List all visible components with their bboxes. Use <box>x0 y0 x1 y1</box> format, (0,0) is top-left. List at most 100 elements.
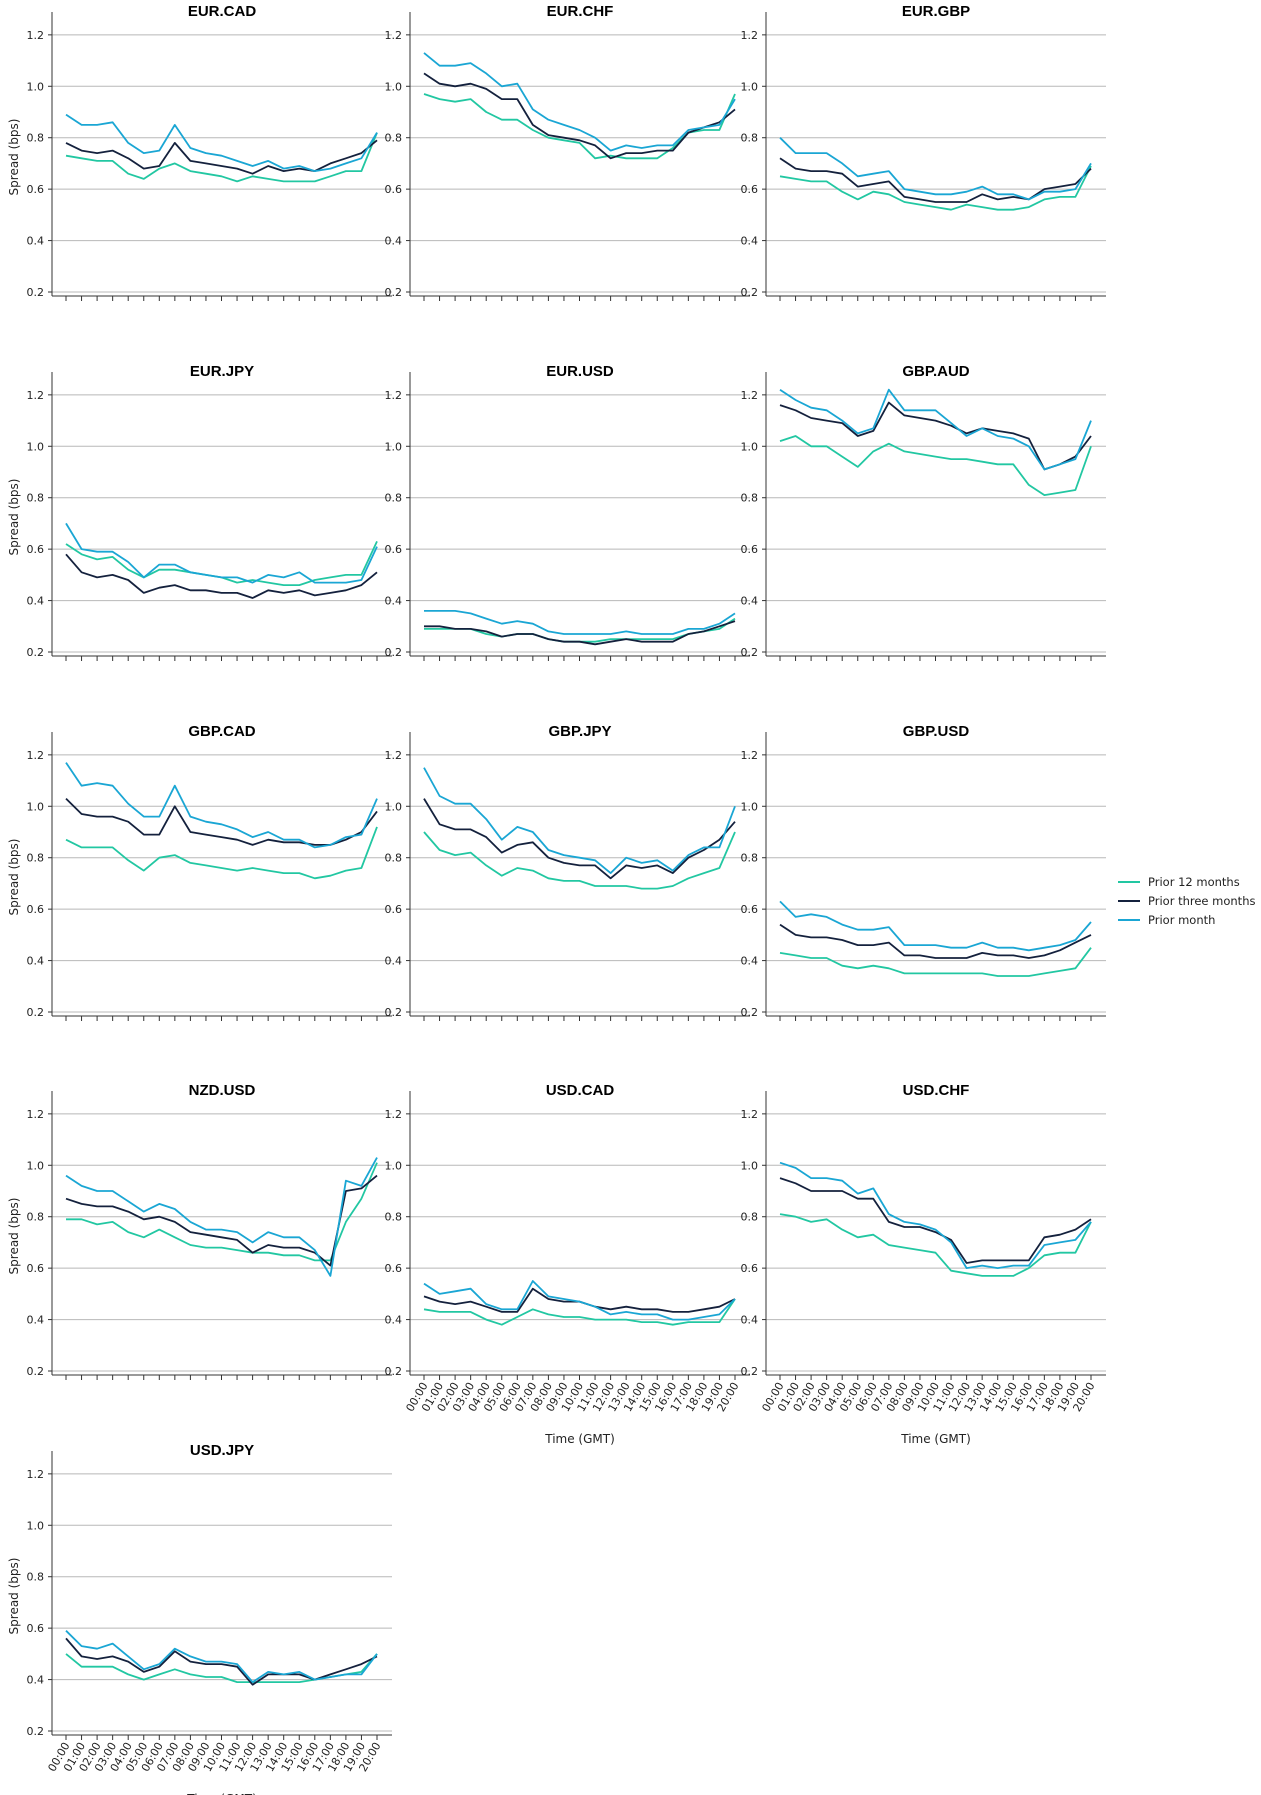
y-tick-label: 0.2 <box>741 286 759 299</box>
y-tick-label: 0.4 <box>741 235 759 248</box>
y-tick-label: 1.2 <box>385 1108 403 1121</box>
y-tick-label: 0.4 <box>27 235 45 248</box>
y-tick-label: 0.2 <box>741 646 759 659</box>
y-tick-label: 0.4 <box>741 1314 759 1327</box>
series-line-prior-three-months <box>779 923 1092 959</box>
y-tick-label: 0.4 <box>27 1674 45 1687</box>
series-line-prior-12-months <box>423 93 736 160</box>
panel-nzd-usd: NZD.USD 0.2 0.4 0.6 0.8 1.0 1.2 Spread (bps) <box>7 1082 392 1380</box>
y-axis-label: Spread (bps) <box>7 119 21 196</box>
y-tick-label: 0.8 <box>27 1211 45 1224</box>
series-line-prior-12-months <box>424 617 736 643</box>
legend-item: Prior month <box>1118 910 1255 929</box>
panel-title: GBP.CAD <box>188 723 255 740</box>
y-tick-label: 1.0 <box>741 440 759 453</box>
series-line-prior-three-months <box>65 797 378 846</box>
y-tick-label: 1.0 <box>27 800 45 813</box>
series-line-prior-12-months <box>779 435 1092 496</box>
y-tick-label: 1.2 <box>385 389 403 402</box>
panel-title: USD.CAD <box>546 1082 615 1099</box>
series-line-prior-three-months <box>423 1287 736 1313</box>
y-tick-label: 0.8 <box>741 492 759 505</box>
series-line-prior-month <box>65 113 378 173</box>
y-tick-label: 1.0 <box>27 1519 45 1532</box>
series-line-prior-12-months <box>65 826 378 880</box>
y-tick-label: 0.4 <box>27 595 45 608</box>
series-line-prior-12-months <box>66 1162 378 1262</box>
panel-title: EUR.CAD <box>188 3 257 20</box>
y-tick-label: 0.6 <box>27 1622 45 1635</box>
y-axis-label: Spread (bps) <box>7 479 21 556</box>
y-tick-label: 0.6 <box>741 903 759 916</box>
y-tick-label: 0.8 <box>27 852 45 865</box>
series-line-prior-12-months <box>423 831 736 890</box>
series-line-prior-three-months <box>779 157 1092 203</box>
series-line-prior-month <box>423 52 736 152</box>
series-line-prior-month <box>779 137 1092 201</box>
y-tick-label: 0.6 <box>741 543 759 556</box>
y-tick-label: 1.2 <box>385 749 403 762</box>
y-tick-label: 1.0 <box>385 800 403 813</box>
y-tick-label: 0.4 <box>27 955 45 968</box>
y-tick-label: 1.0 <box>385 80 403 93</box>
y-tick-label: 0.6 <box>385 183 403 196</box>
x-axis-label: Time (GMT) <box>544 1432 615 1446</box>
y-tick-label: 0.6 <box>27 903 45 916</box>
y-tick-label: 0.4 <box>385 595 403 608</box>
x-axis-label: Time (GMT) <box>900 1432 971 1446</box>
x-axis-label: Time (GMT) <box>186 1792 257 1795</box>
y-tick-label: 1.2 <box>27 29 45 42</box>
legend: Prior 12 months Prior three months Prior… <box>1118 872 1255 929</box>
y-tick-label: 1.0 <box>741 800 759 813</box>
series-line-prior-12-months <box>779 165 1092 211</box>
series-line-prior-three-months <box>65 1637 378 1686</box>
y-tick-label: 0.6 <box>741 183 759 196</box>
panel-title: EUR.GBP <box>902 3 970 20</box>
y-tick-label: 0.2 <box>27 646 45 659</box>
series-line-prior-three-months <box>779 1177 1092 1264</box>
y-tick-label: 0.8 <box>741 132 759 145</box>
legend-label-prior-month: Prior month <box>1148 912 1216 927</box>
legend-swatch-prior-three-months <box>1118 899 1140 902</box>
y-tick-label: 1.2 <box>741 29 759 42</box>
panel-eur-gbp: EUR.GBP 0.2 0.4 0.6 0.8 1.0 1.2 <box>741 3 1106 301</box>
legend-item: Prior 12 months <box>1118 872 1255 891</box>
y-axis-label: Spread (bps) <box>7 1198 21 1275</box>
series-line-prior-three-months <box>423 798 736 880</box>
y-tick-label: 0.8 <box>385 1211 403 1224</box>
y-tick-label: 0.6 <box>27 543 45 556</box>
panel-gbp-jpy: GBP.JPY 0.2 0.4 0.6 0.8 1.0 1.2 <box>385 723 750 1021</box>
y-tick-label: 0.2 <box>27 1006 45 1019</box>
legend-swatch-prior-month <box>1118 918 1140 921</box>
panel-gbp-cad: GBP.CAD 0.2 0.4 0.6 0.8 1.0 1.2 Spread (bps) <box>7 723 392 1021</box>
y-tick-label: 0.2 <box>385 646 403 659</box>
y-tick-label: 1.0 <box>27 80 45 93</box>
panel-title: USD.CHF <box>903 1082 970 1099</box>
y-tick-label: 0.8 <box>741 852 759 865</box>
y-tick-label: 0.8 <box>27 132 45 145</box>
series-line-prior-12-months <box>65 132 378 183</box>
y-tick-label: 1.2 <box>27 749 45 762</box>
panel-title: EUR.JPY <box>190 363 254 380</box>
y-tick-label: 0.8 <box>385 492 403 505</box>
y-tick-label: 1.0 <box>741 80 759 93</box>
y-tick-label: 1.0 <box>27 440 45 453</box>
series-line-prior-12-months <box>779 947 1092 977</box>
y-tick-label: 0.4 <box>385 1314 403 1327</box>
y-tick-label: 0.2 <box>27 1365 45 1378</box>
series-line-prior-three-months <box>65 139 378 175</box>
panel-title: USD.JPY <box>190 1442 254 1459</box>
series-line-prior-month <box>65 522 378 584</box>
y-tick-label: 1.2 <box>741 389 759 402</box>
y-tick-label: 0.8 <box>385 852 403 865</box>
y-tick-label: 0.2 <box>741 1006 759 1019</box>
y-tick-label: 0.6 <box>27 1262 45 1275</box>
panel-title: EUR.CHF <box>547 3 614 20</box>
y-tick-label: 0.2 <box>741 1365 759 1378</box>
y-tick-label: 0.6 <box>385 903 403 916</box>
y-tick-label: 0.8 <box>385 132 403 145</box>
y-tick-label: 0.6 <box>385 1262 403 1275</box>
y-tick-label: 0.6 <box>385 543 403 556</box>
y-tick-label: 0.4 <box>385 955 403 968</box>
y-tick-label: 1.0 <box>27 1159 45 1172</box>
